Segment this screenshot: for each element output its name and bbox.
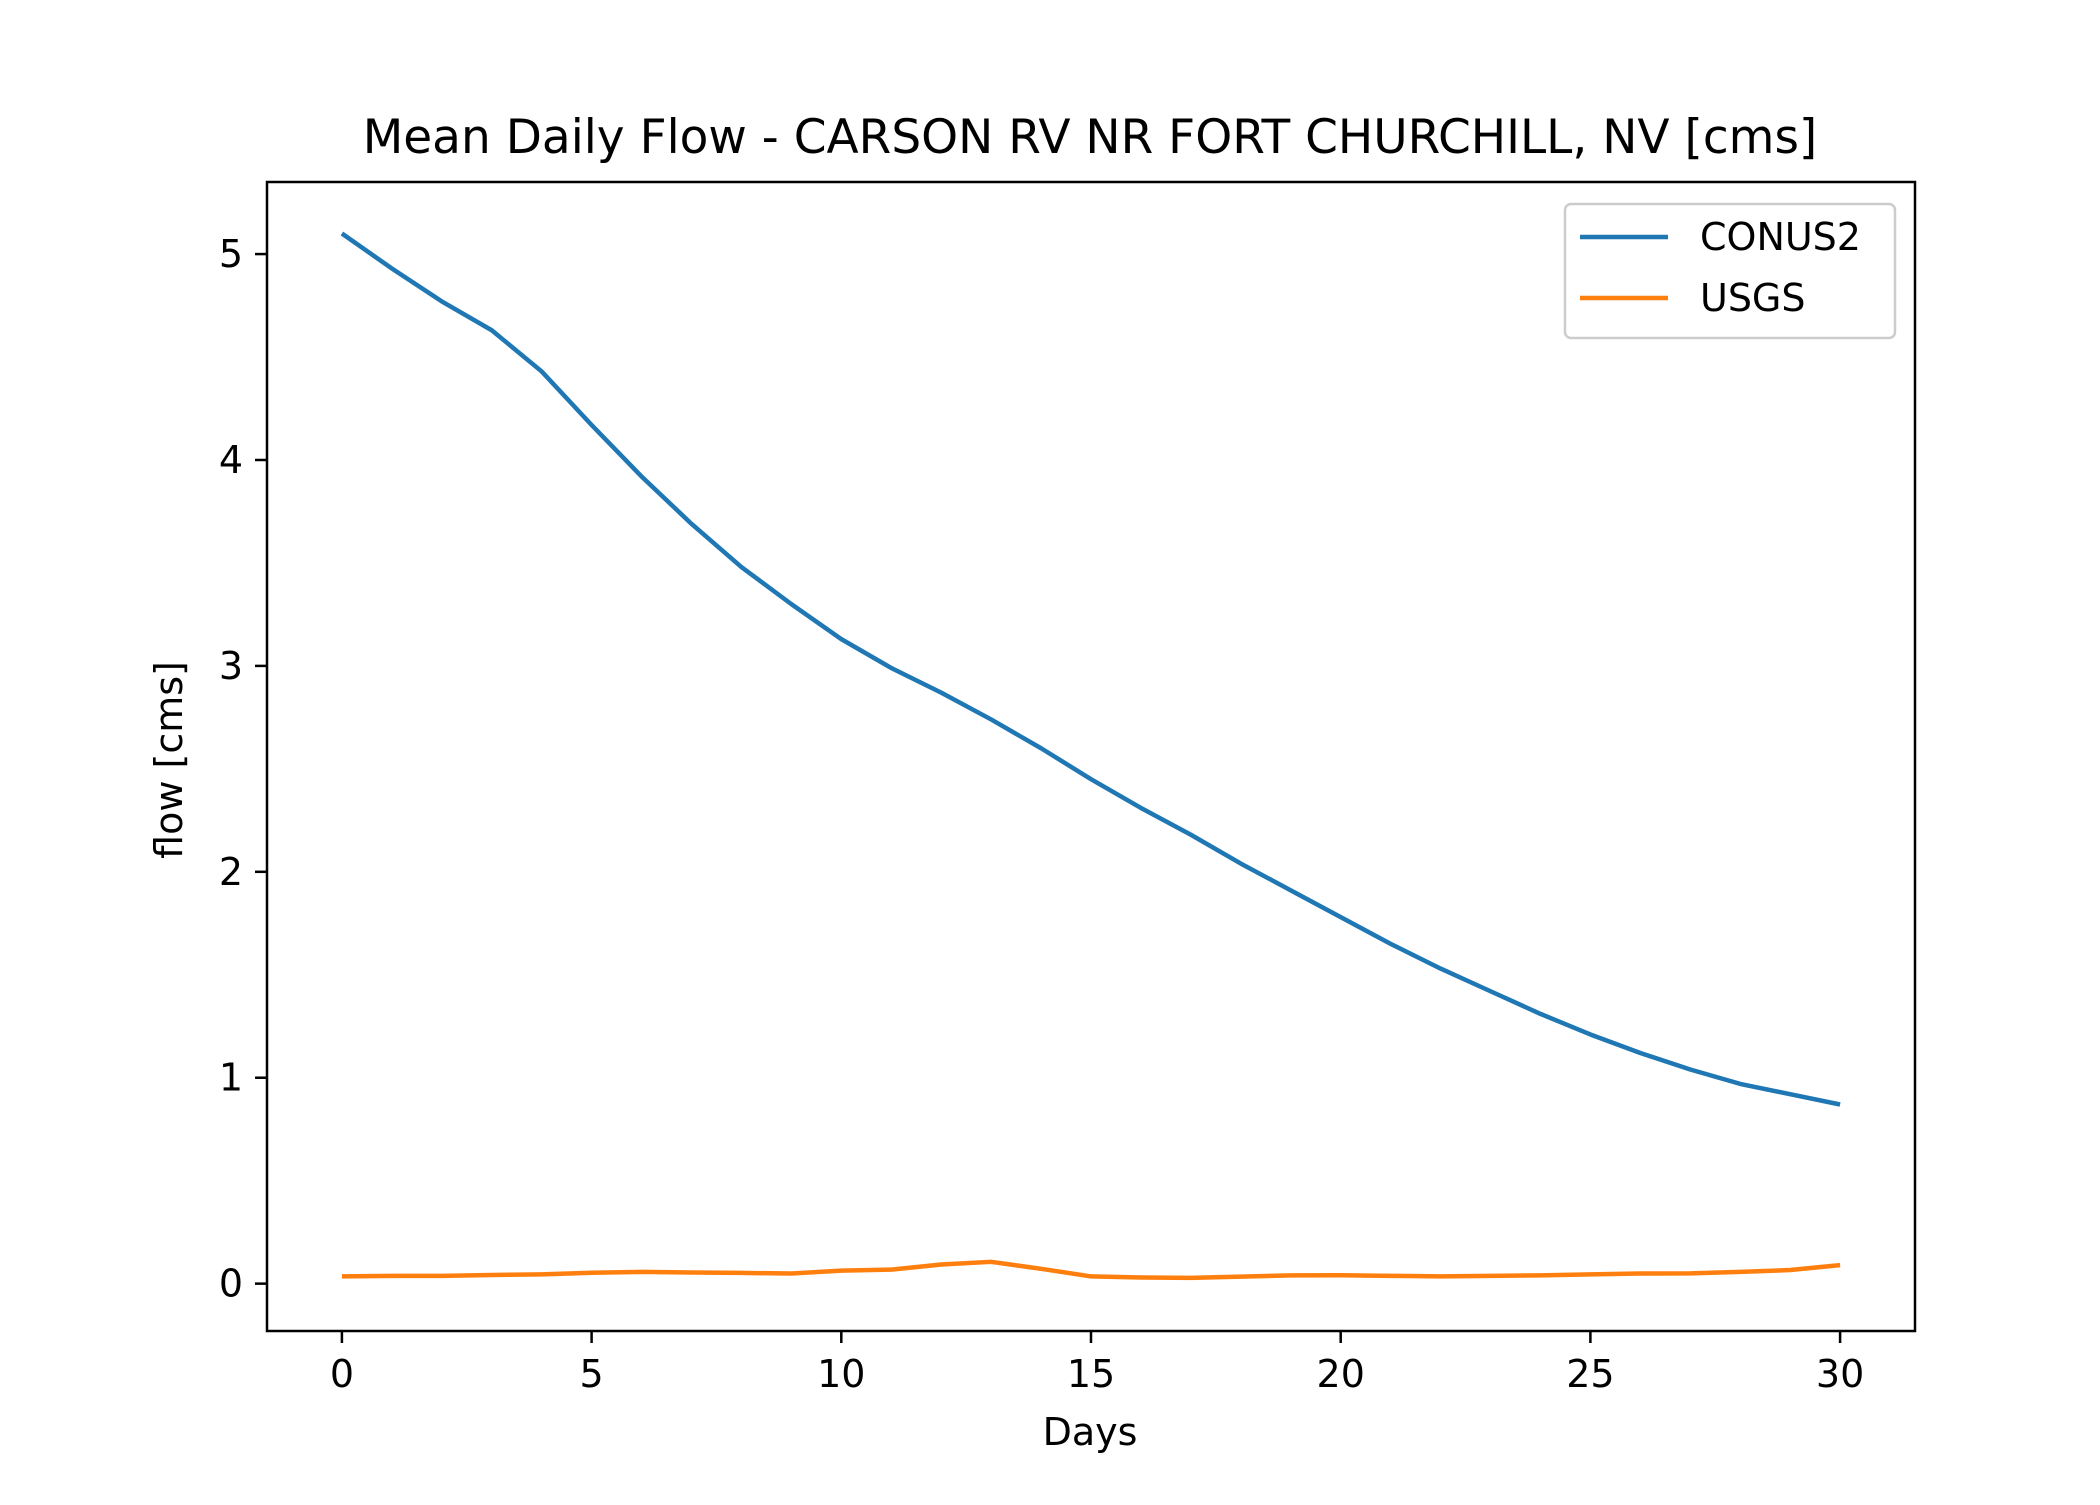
plot-area-frame <box>265 180 1917 1333</box>
y-tick-label: 3 <box>219 644 243 688</box>
legend-label-conus2: CONUS2 <box>1700 215 1861 259</box>
x-tick-label: 20 <box>1317 1352 1365 1396</box>
x-tick-label: 25 <box>1566 1352 1614 1396</box>
x-tick-label: 5 <box>580 1352 604 1396</box>
y-tick-label: 5 <box>219 232 243 276</box>
series-line-conus2 <box>340 231 1841 1107</box>
y-tick-label: 4 <box>219 438 243 482</box>
x-tick-label: 0 <box>330 1352 354 1396</box>
x-tick-label: 30 <box>1816 1352 1864 1396</box>
series-layer <box>340 231 1841 1281</box>
legend: CONUS2 USGS <box>1563 202 1897 340</box>
x-tick-label: 10 <box>817 1352 865 1396</box>
x-axis-label: Days <box>1043 1410 1138 1454</box>
y-axis-label: flow [cms] <box>147 661 191 859</box>
y-tick-label: 2 <box>219 850 243 894</box>
x-tick-label: 15 <box>1067 1352 1115 1396</box>
chart-title: Mean Daily Flow - CARSON RV NR FORT CHUR… <box>363 110 1818 165</box>
y-tick-label: 0 <box>219 1262 243 1306</box>
legend-label-usgs: USGS <box>1700 276 1806 320</box>
y-tick-label: 1 <box>219 1056 243 1100</box>
ticks-layer: 0 5 10 15 20 25 30 0 1 2 3 4 5 <box>219 232 1864 1396</box>
series-line-usgs <box>341 1259 1841 1281</box>
